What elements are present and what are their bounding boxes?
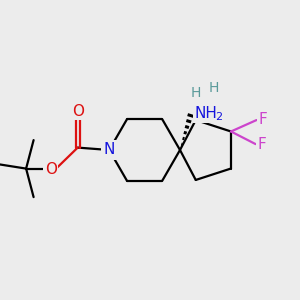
Text: H: H [190,86,201,100]
Text: NH: NH [195,106,218,122]
Text: F: F [259,112,267,127]
Text: H: H [208,82,219,95]
Text: N: N [103,142,115,158]
Text: 2: 2 [215,112,222,122]
Text: O: O [45,162,57,177]
Text: O: O [72,103,84,118]
Text: F: F [258,137,266,152]
